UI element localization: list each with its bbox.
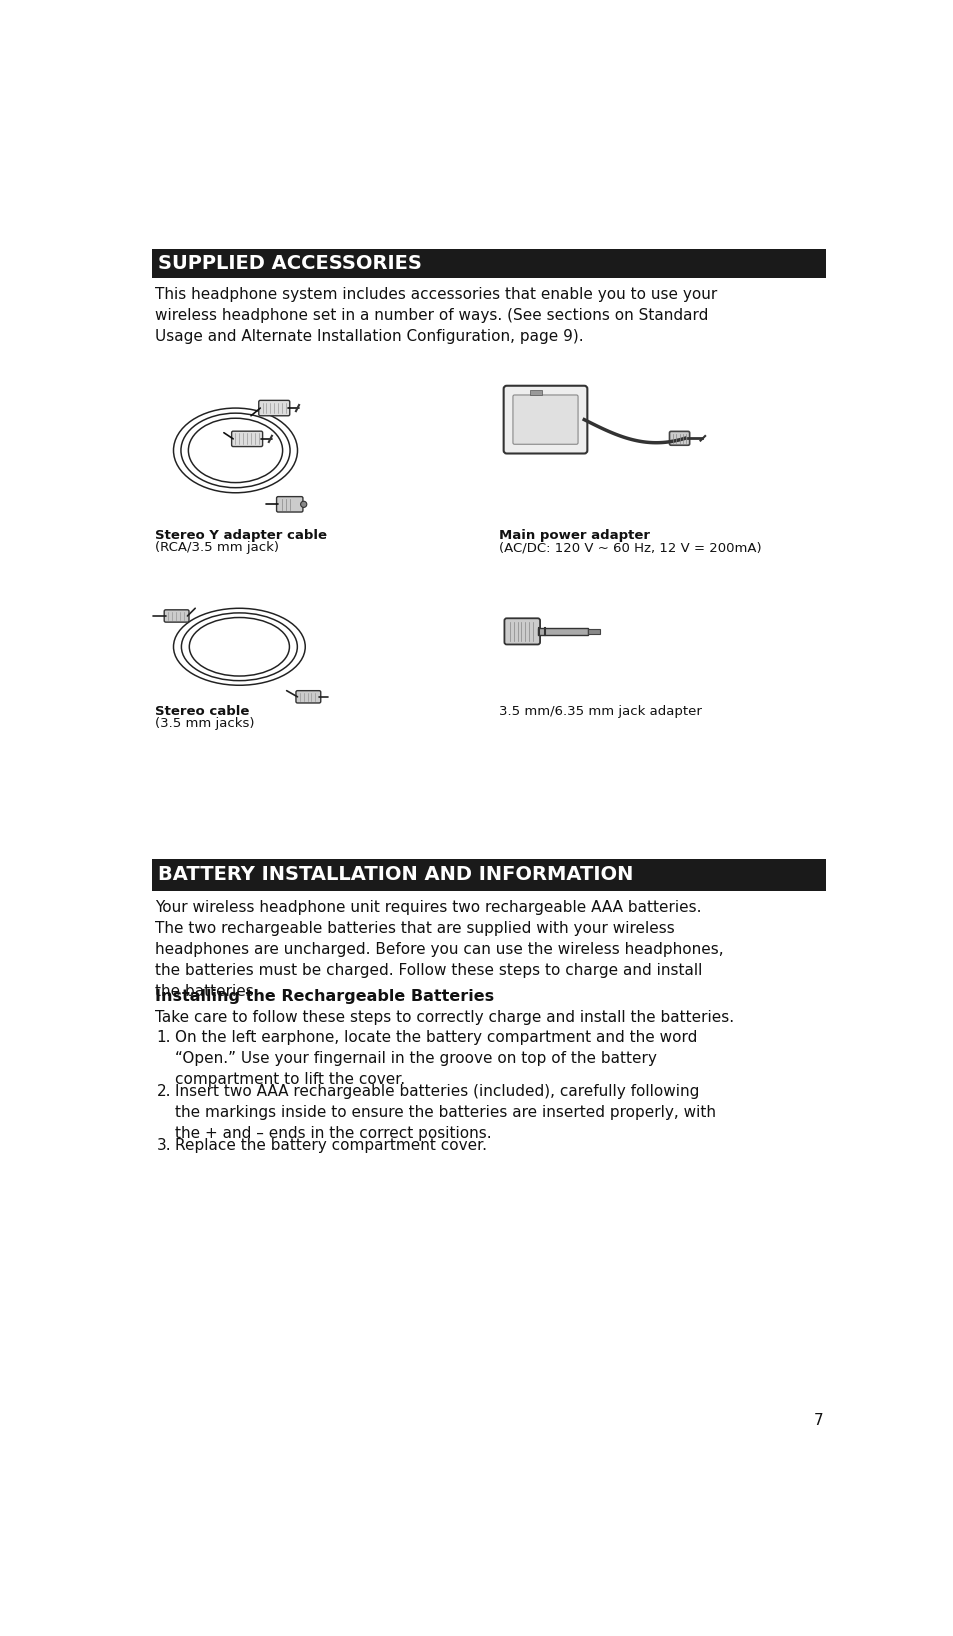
Text: (3.5 mm jacks): (3.5 mm jacks) xyxy=(154,717,254,730)
FancyBboxPatch shape xyxy=(232,432,262,447)
Text: Take care to follow these steps to correctly charge and install the batteries.: Take care to follow these steps to corre… xyxy=(154,1009,733,1026)
Text: 2.: 2. xyxy=(156,1085,171,1099)
Text: Your wireless headphone unit requires two rechargeable AAA batteries.
The two re: Your wireless headphone unit requires tw… xyxy=(154,900,722,1000)
Text: BATTERY INSTALLATION AND INFORMATION: BATTERY INSTALLATION AND INFORMATION xyxy=(158,865,633,883)
Text: 7: 7 xyxy=(813,1414,822,1428)
Bar xyxy=(530,391,541,394)
Ellipse shape xyxy=(300,501,307,507)
Text: Replace the battery compartment cover.: Replace the battery compartment cover. xyxy=(174,1139,487,1153)
Text: Insert two AAA rechargeable batteries (included), carefully following
the markin: Insert two AAA rechargeable batteries (i… xyxy=(174,1085,716,1142)
Text: 3.5 mm/6.35 mm jack adapter: 3.5 mm/6.35 mm jack adapter xyxy=(498,705,701,718)
FancyBboxPatch shape xyxy=(276,497,303,512)
Text: This headphone system includes accessories that enable you to use your
wireless : This headphone system includes accessori… xyxy=(154,288,717,344)
Text: Installing the Rechargeable Batteries: Installing the Rechargeable Batteries xyxy=(154,988,494,1003)
Text: 3.: 3. xyxy=(156,1139,171,1153)
Bar xyxy=(152,249,825,278)
FancyBboxPatch shape xyxy=(513,394,578,445)
FancyBboxPatch shape xyxy=(295,690,320,703)
Text: (RCA/3.5 mm jack): (RCA/3.5 mm jack) xyxy=(154,542,278,555)
FancyBboxPatch shape xyxy=(504,618,539,645)
Text: SUPPLIED ACCESSORIES: SUPPLIED ACCESSORIES xyxy=(158,254,421,273)
Text: Stereo cable: Stereo cable xyxy=(154,705,249,718)
Text: (AC/DC: 120 V ~ 60 Hz, 12 V = 200mA): (AC/DC: 120 V ~ 60 Hz, 12 V = 200mA) xyxy=(498,542,760,555)
FancyBboxPatch shape xyxy=(503,386,587,453)
FancyBboxPatch shape xyxy=(164,610,189,622)
Text: Main power adapter: Main power adapter xyxy=(498,528,649,542)
Bar xyxy=(587,630,599,633)
FancyBboxPatch shape xyxy=(669,432,689,445)
Text: 1.: 1. xyxy=(156,1031,171,1045)
Bar xyxy=(152,859,825,892)
Text: On the left earphone, locate the battery compartment and the word
“Open.” Use yo: On the left earphone, locate the battery… xyxy=(174,1031,697,1088)
Text: Stereo Y adapter cable: Stereo Y adapter cable xyxy=(154,528,327,542)
Bar xyxy=(537,628,587,635)
FancyBboxPatch shape xyxy=(258,401,290,416)
